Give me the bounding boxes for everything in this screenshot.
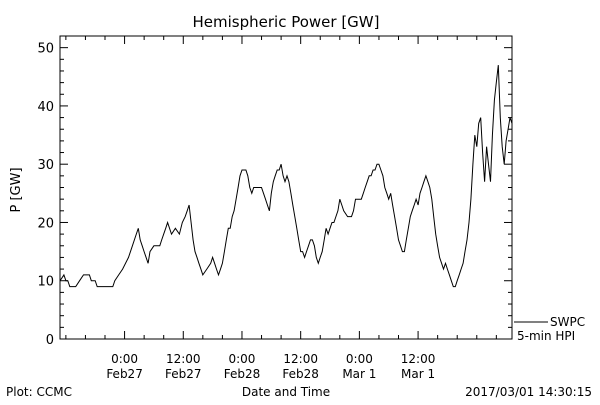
x-tick-date-0: Feb27 (106, 367, 143, 381)
footer-timestamp: 2017/03/01 14:30:15 (465, 385, 592, 399)
y-tick-label-20: 20 (37, 216, 54, 231)
x-axis: 0:00Feb2712:00Feb270:00Feb2812:00Feb280:… (65, 36, 497, 381)
x-tick-time-3: 12:00 (283, 352, 318, 366)
x-tick-date-2: Feb28 (224, 367, 261, 381)
x-tick-date-1: Feb27 (165, 367, 202, 381)
y-tick-label-40: 40 (37, 100, 54, 115)
legend: SWPC 5-min HPI (514, 315, 585, 343)
x-axis-label: Date and Time (242, 385, 330, 399)
y-tick-label-50: 50 (37, 42, 54, 57)
plot-frame (59, 35, 513, 340)
legend-line-2: 5-min HPI (517, 329, 575, 343)
x-tick-date-4: Mar 1 (342, 367, 376, 381)
x-tick-time-2: 0:00 (228, 352, 255, 366)
series-layer (59, 65, 513, 288)
x-tick-time-1: 12:00 (166, 352, 201, 366)
x-tick-time-0: 0:00 (111, 352, 138, 366)
y-tick-label-0: 0 (46, 333, 54, 348)
x-tick-date-3: Feb28 (282, 367, 319, 381)
legend-line-1: SWPC (550, 315, 585, 329)
y-axis-label: P [GW] (9, 167, 24, 212)
chart-title: Hemispheric Power [GW] (193, 13, 380, 31)
x-tick-time-4: 0:00 (346, 352, 373, 366)
y-tick-label-10: 10 (37, 275, 54, 290)
y-axis: 0 10 20 30 40 50 (37, 35, 512, 348)
footer-credit: Plot: CCMC (6, 385, 72, 399)
x-tick-time-5: 12:00 (401, 352, 436, 366)
series-line-0 (59, 65, 513, 288)
y-tick-label-30: 30 (37, 158, 54, 173)
x-tick-date-5: Mar 1 (401, 367, 435, 381)
